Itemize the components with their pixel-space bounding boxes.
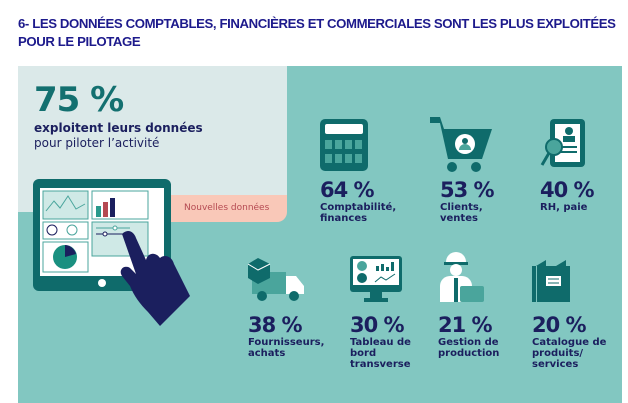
page-title: 6- LES DONNÉES COMPTABLES, FINANCIÈRES E… bbox=[18, 16, 616, 49]
delivery-truck-icon bbox=[248, 258, 304, 301]
hr-document-icon bbox=[540, 119, 585, 167]
stat-value: 30 % bbox=[350, 313, 405, 337]
stat-label: Catalogue de produits/ services bbox=[532, 337, 607, 370]
calculator-icon bbox=[320, 119, 368, 171]
stat-value: 40 % bbox=[540, 178, 595, 202]
headline-value: 75 % bbox=[34, 80, 124, 120]
stat-suppliers: 38 % Fournisseurs, achats bbox=[248, 313, 328, 359]
stat-value: 38 % bbox=[248, 313, 303, 337]
stat-label: Fournisseurs, achats bbox=[248, 337, 325, 359]
stat-production: 21 % Gestion de production bbox=[438, 313, 508, 359]
catalogue-icon bbox=[532, 260, 570, 302]
worker-icon bbox=[440, 252, 484, 302]
dashboard-monitor-icon bbox=[350, 256, 402, 302]
stat-catalogue: 20 % Catalogue de produits/ services bbox=[532, 313, 607, 370]
tablet-hand-icon bbox=[33, 179, 190, 326]
stat-label: Comptabilité, finances bbox=[320, 202, 397, 224]
stat-accounting: 64 % Comptabilité, finances bbox=[320, 178, 405, 224]
stat-value: 20 % bbox=[532, 313, 587, 337]
new-data-tag: Nouvelles données bbox=[170, 195, 287, 222]
stat-value: 64 % bbox=[320, 178, 375, 202]
stat-hr: 40 % RH, paie bbox=[540, 178, 595, 213]
stat-label: Tableau de bord transverse bbox=[350, 337, 411, 370]
stat-value: 21 % bbox=[438, 313, 493, 337]
stat-dashboard: 30 % Tableau de bord transverse bbox=[350, 313, 412, 370]
stat-label: RH, paie bbox=[540, 202, 588, 213]
stat-clients: 53 % Clients, ventes bbox=[440, 178, 495, 224]
headline-line1: exploitent leurs données bbox=[34, 121, 203, 135]
headline-line2: pour piloter l’activité bbox=[34, 136, 160, 150]
stat-label: Gestion de production bbox=[438, 337, 500, 359]
stat-label: Clients, ventes bbox=[440, 202, 483, 224]
stat-value: 53 % bbox=[440, 178, 495, 202]
shopping-cart-icon bbox=[430, 117, 492, 172]
